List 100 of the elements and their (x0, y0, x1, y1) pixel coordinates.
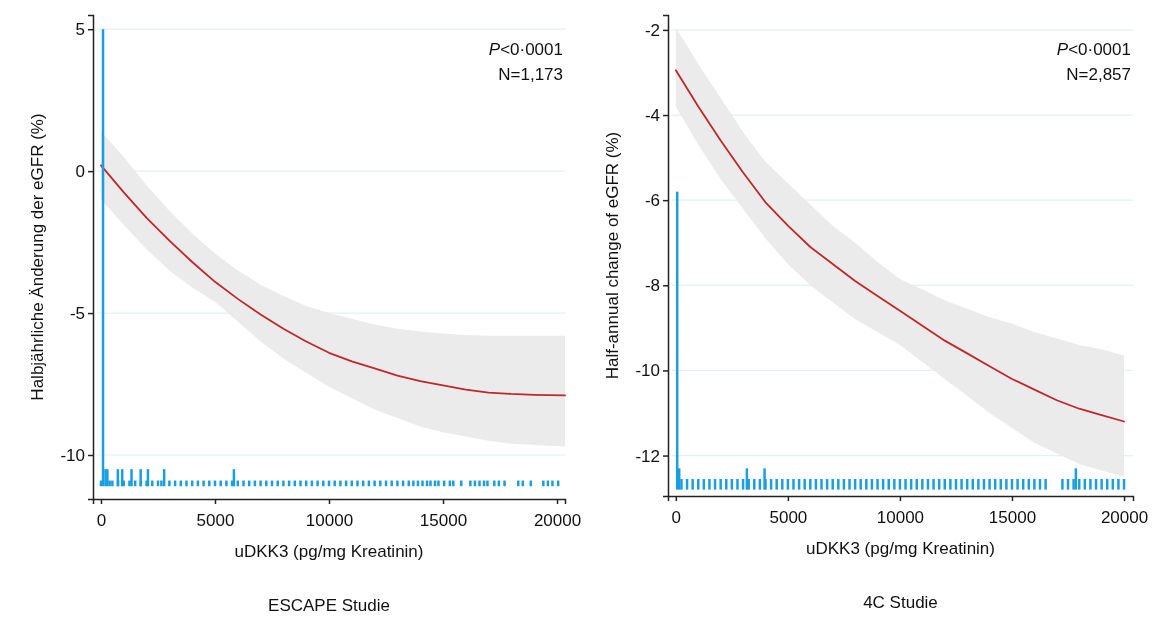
bar (493, 480, 496, 487)
bar (242, 480, 245, 487)
bar (478, 480, 481, 487)
bar (412, 480, 415, 487)
x-tick-label: 10000 (305, 510, 354, 530)
x-tick-label: 0 (671, 507, 682, 527)
bar (452, 480, 455, 487)
bar (1117, 478, 1120, 490)
bar (1044, 478, 1047, 490)
text: 4C Studie (863, 593, 938, 612)
bar (316, 480, 319, 487)
bar (915, 478, 918, 490)
bar (859, 478, 862, 490)
bar (130, 469, 133, 487)
y-tick-label: -10 (60, 445, 85, 465)
bar (396, 480, 399, 487)
x-axis-title: uDKK3 (pg/mg Kreatinin) (234, 542, 424, 561)
bar (809, 478, 812, 490)
bar (848, 478, 851, 490)
bar (719, 478, 722, 490)
bar (390, 480, 393, 487)
bar (111, 480, 114, 487)
bar (921, 478, 924, 490)
bar (1005, 478, 1008, 490)
y-tick-label: -12 (635, 446, 660, 466)
bar (421, 480, 424, 487)
annotation: P<0·0001 (488, 40, 563, 59)
y-tick-label: 0 (75, 162, 85, 182)
bar (1016, 478, 1019, 490)
bar (904, 478, 907, 490)
line-series (100, 164, 566, 397)
bar (185, 480, 188, 487)
y-tick-label: -4 (644, 105, 660, 125)
bar (887, 478, 890, 490)
bar (977, 478, 980, 490)
bar (820, 478, 823, 490)
bar (356, 480, 359, 487)
bar (1061, 478, 1064, 490)
bar (339, 480, 342, 487)
annotation: P<0·0001 (1056, 40, 1131, 59)
bar (437, 480, 440, 487)
bar (792, 478, 795, 490)
bar (781, 478, 784, 490)
bar (503, 480, 506, 487)
bar (775, 478, 778, 490)
bar (893, 478, 896, 490)
bar (708, 478, 711, 490)
bar (202, 480, 205, 487)
bar (168, 480, 171, 487)
bar (960, 478, 963, 490)
x-tick-label: 5000 (196, 510, 235, 530)
bar (469, 480, 472, 487)
x-axis-title: uDKK3 (pg/mg Kreatinin) (806, 539, 995, 558)
bar (1033, 478, 1036, 490)
bar (542, 480, 545, 487)
bar (831, 478, 834, 490)
bar (736, 478, 739, 490)
y-tick-label: -8 (644, 276, 660, 296)
bar (1100, 478, 1103, 490)
x-tick-label: 15000 (419, 510, 468, 530)
bar (551, 480, 554, 487)
bar (333, 480, 336, 487)
bar (517, 480, 520, 487)
bar (208, 480, 211, 487)
y-tick-label: -2 (644, 20, 660, 40)
bar (373, 480, 376, 487)
bar (725, 478, 728, 490)
bar (876, 478, 879, 490)
bar (691, 478, 694, 490)
bar (225, 480, 228, 487)
y-axis-title: Half-annual change of eGFR (%) (603, 131, 622, 380)
x-tick-label: 20000 (533, 510, 582, 530)
x-tick-label: 0 (96, 510, 107, 530)
bar (460, 480, 463, 487)
bar (865, 478, 868, 490)
bar (932, 478, 935, 490)
bar (803, 478, 806, 490)
x-tick-label: 15000 (988, 507, 1037, 527)
bar (753, 478, 756, 490)
bar (949, 478, 952, 490)
bar (219, 480, 222, 487)
bar (151, 480, 154, 487)
y-tick-label: 5 (75, 20, 85, 40)
bar (265, 480, 268, 487)
bar (697, 478, 700, 490)
y-axis-title: Halbjährliche Änderung der eGFR (%) (28, 113, 47, 401)
annotation: N=2,857 (1066, 65, 1131, 84)
annotation: N=1,173 (498, 65, 563, 84)
bar (429, 480, 432, 487)
x-tick-label: 10000 (876, 507, 925, 527)
x-tick-label: 20000 (1100, 507, 1149, 527)
bar (486, 480, 489, 487)
bar (276, 480, 279, 487)
bar (837, 478, 840, 490)
text: ESCAPE Studie (268, 596, 390, 615)
y-tick-label: -5 (69, 304, 85, 323)
bar (1089, 478, 1092, 490)
bar (259, 480, 262, 487)
y-tick-label: -10 (635, 361, 660, 381)
y-tick-label: -6 (644, 191, 660, 211)
